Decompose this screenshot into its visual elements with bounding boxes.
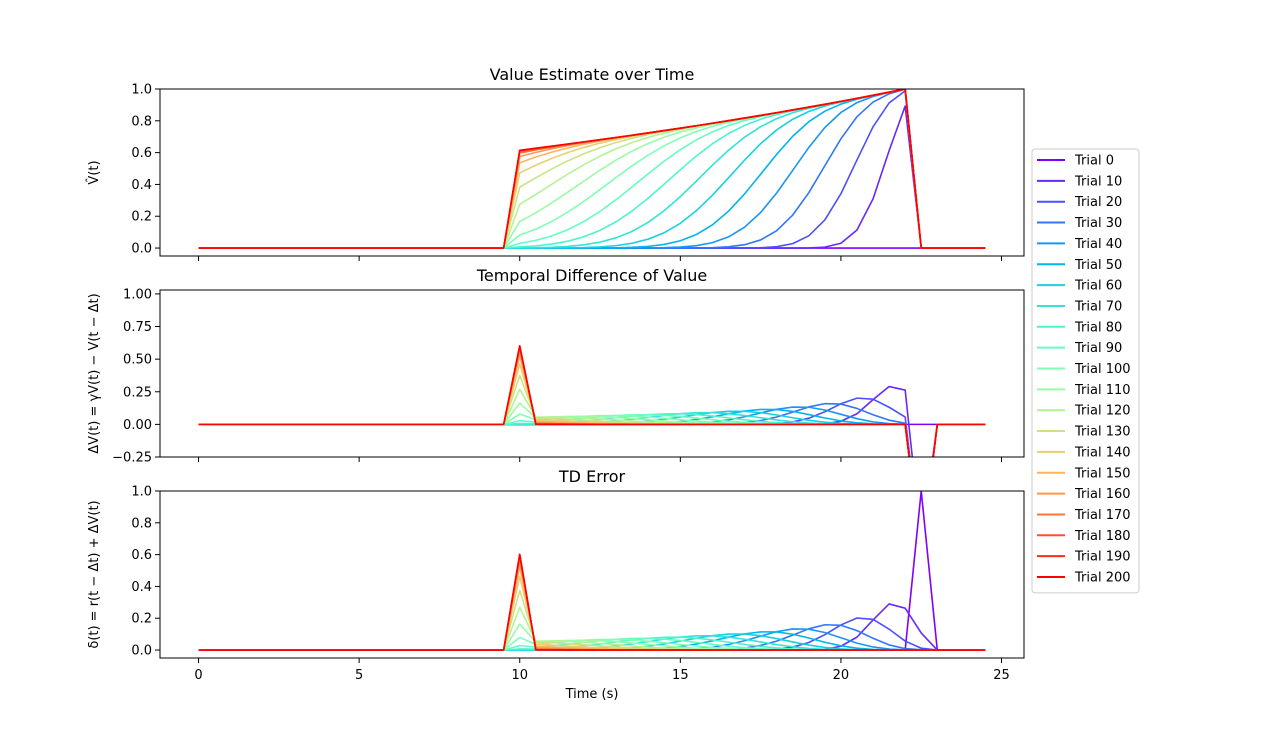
legend-label: Trial 130 — [1074, 425, 1131, 440]
series-line-trial-170 — [199, 89, 986, 248]
y-tick-label: 1.0 — [131, 83, 152, 98]
legend-label: Trial 160 — [1074, 487, 1131, 502]
series-line-trial-50 — [199, 89, 986, 248]
legend-label: Trial 120 — [1074, 404, 1131, 419]
axes-frame — [160, 89, 1024, 256]
x-tick-label: 15 — [672, 668, 689, 683]
axes-frame — [160, 290, 1024, 457]
series-line-trial-200 — [199, 346, 986, 555]
y-tick-label: 0.4 — [131, 178, 152, 193]
series-line-trial-160 — [199, 351, 986, 555]
panel-title: TD Error — [558, 467, 626, 486]
series-line-trial-190 — [199, 89, 986, 248]
legend-label: Trial 30 — [1074, 216, 1122, 231]
series-line-trial-150 — [199, 356, 986, 555]
series-group — [199, 346, 986, 555]
series-line-trial-70 — [199, 89, 986, 248]
series-line-trial-40 — [199, 89, 986, 248]
x-tick-label: 5 — [355, 668, 363, 683]
series-line-trial-170 — [199, 348, 986, 555]
series-line-trial-160 — [199, 89, 986, 248]
legend-label: Trial 190 — [1074, 550, 1131, 565]
panel-3: TD Error 0.0 0.2 0.4 0.6 0.8 1.0 0 5 10 15 20 25 δ(t)… — [87, 467, 1024, 702]
y-tick-label: 0.75 — [123, 320, 152, 335]
y-tick-label: 0.0 — [131, 242, 152, 257]
series-line-trial-130 — [199, 375, 986, 554]
legend-label: Trial 40 — [1074, 237, 1122, 252]
y-tick-label: 0.2 — [131, 612, 152, 627]
legend-label: Trial 70 — [1074, 299, 1122, 314]
x-tick-label: 20 — [833, 668, 850, 683]
y-tick-label: 0.25 — [123, 385, 152, 400]
series-line-trial-20 — [199, 91, 986, 248]
legend-label: Trial 10 — [1074, 174, 1122, 189]
legend-label: Trial 90 — [1074, 341, 1122, 356]
y-tick-label: 0.00 — [123, 418, 152, 433]
y-tick-label: 0.2 — [131, 210, 152, 225]
series-line-trial-130 — [199, 89, 986, 248]
series-line-trial-180 — [199, 347, 986, 555]
panel-2: Temporal Difference of Value −0.25 0.00 0.2… — [87, 266, 1024, 555]
legend-label: Trial 150 — [1074, 466, 1131, 481]
y-tick-label: 1.00 — [123, 287, 152, 302]
legend-label: Trial 140 — [1074, 445, 1131, 460]
panel-1: Value Estimate over Time 0.0 0.2 0.4 0.6 0.8 1… — [87, 65, 1024, 261]
panel-title: Value Estimate over Time — [490, 65, 695, 84]
series-line-trial-10 — [199, 106, 986, 248]
series-line-trial-120 — [199, 89, 986, 248]
x-axis-label: Time (s) — [565, 687, 619, 702]
panel-title: Temporal Difference of Value — [476, 266, 707, 285]
series-line-trial-80 — [199, 89, 986, 248]
x-tick-label: 0 — [194, 668, 202, 683]
x-tick-label: 25 — [993, 668, 1010, 683]
legend-label: Trial 100 — [1074, 362, 1131, 377]
legend-label: Trial 60 — [1074, 279, 1122, 294]
y-axis-label: δ(t) = r(t − Δt) + ΔV(t) — [87, 500, 102, 648]
series-line-trial-90 — [199, 89, 986, 248]
series-line-trial-190 — [199, 346, 986, 555]
y-tick-label: 0.0 — [131, 644, 152, 659]
y-tick-label: 0.6 — [131, 548, 152, 563]
series-group — [199, 491, 986, 650]
series-line-trial-100 — [199, 89, 986, 248]
y-tick-label: −0.25 — [112, 451, 152, 466]
series-line-trial-150 — [199, 566, 986, 650]
legend-label: Trial 80 — [1074, 320, 1122, 335]
y-tick-label: 1.0 — [131, 485, 152, 500]
series-line-trial-140 — [199, 576, 986, 650]
y-axis-label: ΔV(t) = γV(t) − V(t − Δt) — [87, 293, 102, 453]
series-line-trial-120 — [199, 607, 986, 650]
series-line-trial-140 — [199, 364, 986, 555]
x-tick-label: 10 — [511, 668, 528, 683]
legend-label: Trial 170 — [1074, 508, 1131, 523]
series-line-trial-110 — [199, 89, 986, 248]
legend-label: Trial 180 — [1074, 529, 1131, 544]
y-tick-label: 0.8 — [131, 114, 152, 129]
series-line-trial-150 — [199, 89, 986, 248]
y-tick-label: 0.50 — [123, 353, 152, 368]
series-line-trial-60 — [199, 89, 986, 248]
series-line-trial-140 — [199, 89, 986, 248]
series-line-trial-10 — [199, 387, 986, 541]
series-line-trial-160 — [199, 560, 986, 650]
series-line-trial-180 — [199, 89, 986, 248]
legend-label: Trial 200 — [1074, 571, 1131, 586]
y-axis-label: V̂(t) — [87, 160, 102, 184]
series-line-trial-200 — [199, 89, 986, 248]
legend-label: Trial 0 — [1074, 154, 1114, 169]
y-tick-label: 0.6 — [131, 146, 152, 161]
legend-label: Trial 110 — [1074, 383, 1131, 398]
legend-label: Trial 20 — [1074, 195, 1122, 210]
y-tick-label: 0.4 — [131, 580, 152, 595]
series-group — [199, 89, 986, 248]
series-line-trial-30 — [199, 89, 986, 248]
y-tick-label: 0.8 — [131, 516, 152, 531]
legend-label: Trial 50 — [1074, 258, 1122, 273]
